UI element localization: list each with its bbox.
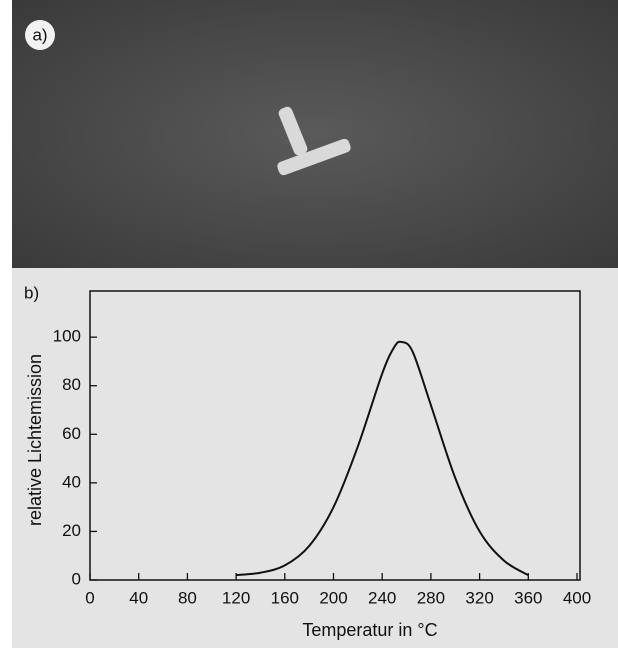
x-tick-label: 360 bbox=[514, 588, 542, 607]
photo bbox=[12, 0, 618, 268]
panel-label: b) bbox=[24, 283, 39, 302]
y-tick-label: 80 bbox=[62, 375, 81, 394]
x-tick-label: 400 bbox=[563, 588, 591, 607]
x-tick-label: 200 bbox=[319, 588, 347, 607]
x-tick-label: 160 bbox=[271, 588, 299, 607]
chart-background bbox=[12, 268, 618, 648]
x-tick-label: 320 bbox=[465, 588, 493, 607]
x-tick-label: 80 bbox=[178, 588, 197, 607]
data-line bbox=[236, 340, 529, 577]
y-tick-label: 100 bbox=[53, 327, 81, 346]
label-badge bbox=[25, 20, 55, 50]
plot-frame bbox=[89, 290, 581, 581]
y-tick-label: 60 bbox=[62, 424, 81, 443]
y-tick-label: 20 bbox=[62, 521, 81, 540]
y-tick-label: 0 bbox=[72, 569, 81, 588]
x-tick-label: 40 bbox=[129, 588, 148, 607]
panel-label: a) bbox=[32, 25, 47, 44]
y-axis-title: relative Lichtemission bbox=[25, 354, 45, 526]
x-tick-label: 240 bbox=[368, 588, 396, 607]
x-tick-label: 120 bbox=[222, 588, 250, 607]
x-axis-title: Temperatur in °C bbox=[302, 620, 437, 640]
y-tick-label: 40 bbox=[62, 472, 81, 491]
x-tick-label: 0 bbox=[85, 588, 94, 607]
glowing-t-shape bbox=[277, 106, 351, 176]
x-tick-label: 280 bbox=[417, 588, 445, 607]
